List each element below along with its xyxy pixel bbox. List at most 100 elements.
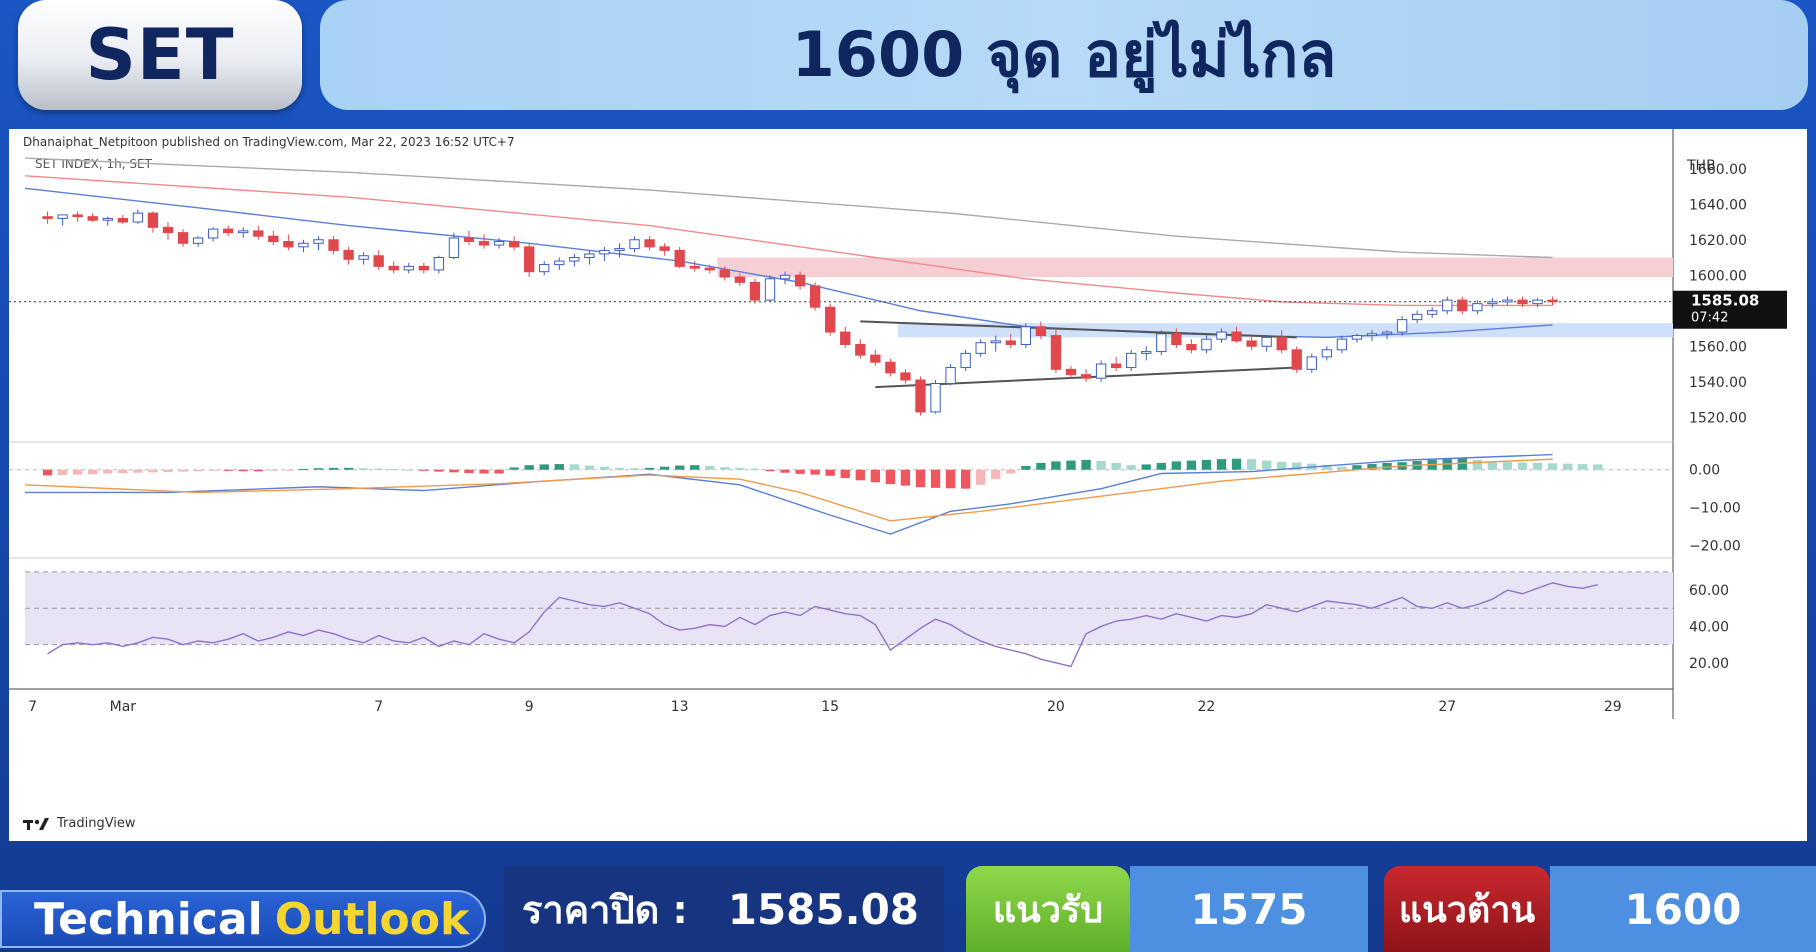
price-panel: [9, 157, 1673, 416]
macd-histogram-bar: [1517, 462, 1528, 470]
candle-body: [162, 226, 174, 234]
candle-body: [388, 265, 399, 271]
price-tick-label: 1560.00: [1689, 339, 1747, 355]
macd-histogram-bar: [885, 469, 896, 485]
macd-histogram-bar: [870, 469, 881, 483]
market-badge-label: SET: [85, 14, 235, 96]
chart-svg[interactable]: THB 1660.001640.001620.001600.001580.001…: [9, 129, 1807, 841]
support-value: 1575: [1190, 884, 1308, 934]
macd-histogram-bar: [945, 469, 956, 489]
macd-histogram-bar: [1367, 464, 1377, 470]
macd-histogram-bar: [1593, 464, 1603, 470]
macd-histogram-bar: [1171, 461, 1182, 470]
candle-body: [42, 216, 53, 219]
candle-body: [825, 306, 836, 333]
macd-histogram-bar: [1562, 463, 1573, 470]
macd-histogram-bar: [810, 469, 820, 475]
candle-body: [1547, 299, 1558, 303]
macd-histogram-bar: [404, 469, 414, 471]
candle-body: [1502, 299, 1513, 303]
candle-body: [704, 267, 715, 271]
candle-body: [403, 265, 414, 271]
support-value-box: 1575: [1130, 866, 1368, 952]
macd-histogram-bar: [1292, 462, 1302, 470]
macd-histogram-bar: [1036, 462, 1046, 470]
macd-histogram-bar: [960, 469, 971, 489]
candle-body: [1020, 326, 1032, 345]
time-tick-label: 15: [821, 699, 839, 715]
resistance-label-box: แนวต้าน: [1384, 866, 1550, 952]
macd-histogram-bar: [840, 469, 850, 479]
candle-body: [238, 230, 249, 234]
rsi-tick-label: 40.00: [1689, 619, 1729, 635]
macd-histogram-bar: [253, 469, 263, 472]
candle-body: [945, 367, 956, 385]
candle-body: [764, 278, 776, 301]
macd-histogram-bar: [223, 469, 233, 471]
candle-body: [659, 246, 670, 251]
candle-body: [1201, 338, 1212, 351]
macd-histogram-bar: [479, 469, 489, 474]
candle-body: [1487, 301, 1498, 305]
candle-body: [223, 228, 234, 234]
candle-body: [614, 248, 625, 251]
candle-body: [779, 274, 791, 280]
macd-histogram-bar: [1547, 463, 1558, 470]
candle-body: [1261, 336, 1272, 347]
macd-histogram-bar: [1111, 462, 1121, 470]
macd-histogram-bar: [73, 469, 83, 475]
macd-line: [25, 453, 1553, 535]
moving-average-line: [24, 175, 1553, 307]
resistance-value-box: 1600: [1550, 866, 1816, 952]
macd-histogram-bar: [1502, 462, 1513, 470]
macd-histogram-bar: [855, 469, 865, 481]
candle-body: [493, 241, 505, 246]
candle-body: [1291, 349, 1302, 370]
candle-body: [569, 257, 580, 262]
candle-body: [343, 249, 354, 260]
macd-histogram-bar: [1006, 469, 1016, 474]
candle-body: [72, 214, 83, 218]
macd-histogram-bar: [1096, 461, 1106, 470]
macd-histogram-bar: [133, 469, 143, 473]
macd-histogram-bar: [644, 467, 655, 470]
candle-body: [313, 239, 324, 244]
macd-histogram-bar: [464, 469, 474, 474]
macd-histogram-bar: [720, 467, 730, 470]
time-tick-label: 20: [1047, 699, 1065, 715]
macd-tick-label: −10.00: [1689, 501, 1741, 517]
moving-average-line: [24, 157, 1553, 259]
macd-histogram-bar: [1231, 458, 1242, 470]
macd-histogram-bar: [1246, 459, 1257, 470]
macd-histogram-bar: [1382, 462, 1392, 470]
macd-histogram-bar: [178, 469, 188, 472]
candle-body: [1141, 351, 1152, 354]
price-tick-label: 1620.00: [1689, 233, 1747, 249]
candle-body: [1472, 303, 1483, 312]
candle-body: [1126, 352, 1137, 369]
candle-body: [975, 342, 986, 354]
macd-histogram-bar: [1126, 465, 1136, 470]
candle-body: [478, 241, 490, 246]
candle-body: [1156, 333, 1167, 353]
macd-histogram-bar: [208, 469, 218, 471]
macd-histogram-bar: [1186, 460, 1197, 470]
price-tick-label: 1640.00: [1689, 197, 1747, 213]
time-tick-label: 22: [1198, 699, 1216, 715]
candle-body: [1171, 333, 1182, 345]
headline-title: 1600 จุด อยู่ไม่ไกล: [791, 18, 1337, 91]
axes: THB 1660.001640.001620.001600.001580.001…: [28, 158, 1787, 715]
candle-body: [268, 235, 279, 243]
summary-bar: Technical Outlook ราคาปิด : 1585.08 แนวร…: [0, 862, 1816, 952]
candle-body: [1306, 356, 1317, 370]
macd-histogram-bar: [750, 468, 760, 470]
macd-histogram-bar: [268, 469, 278, 471]
macd-histogram-bar: [1081, 459, 1091, 470]
candle-body: [599, 249, 610, 255]
candle-body: [855, 343, 866, 356]
resistance-label: แนวต้าน: [1398, 889, 1536, 931]
macd-histogram-bar: [343, 467, 354, 470]
candle-body: [990, 340, 1001, 344]
candle-body: [1246, 340, 1257, 347]
macd-histogram-bar: [1066, 460, 1076, 470]
